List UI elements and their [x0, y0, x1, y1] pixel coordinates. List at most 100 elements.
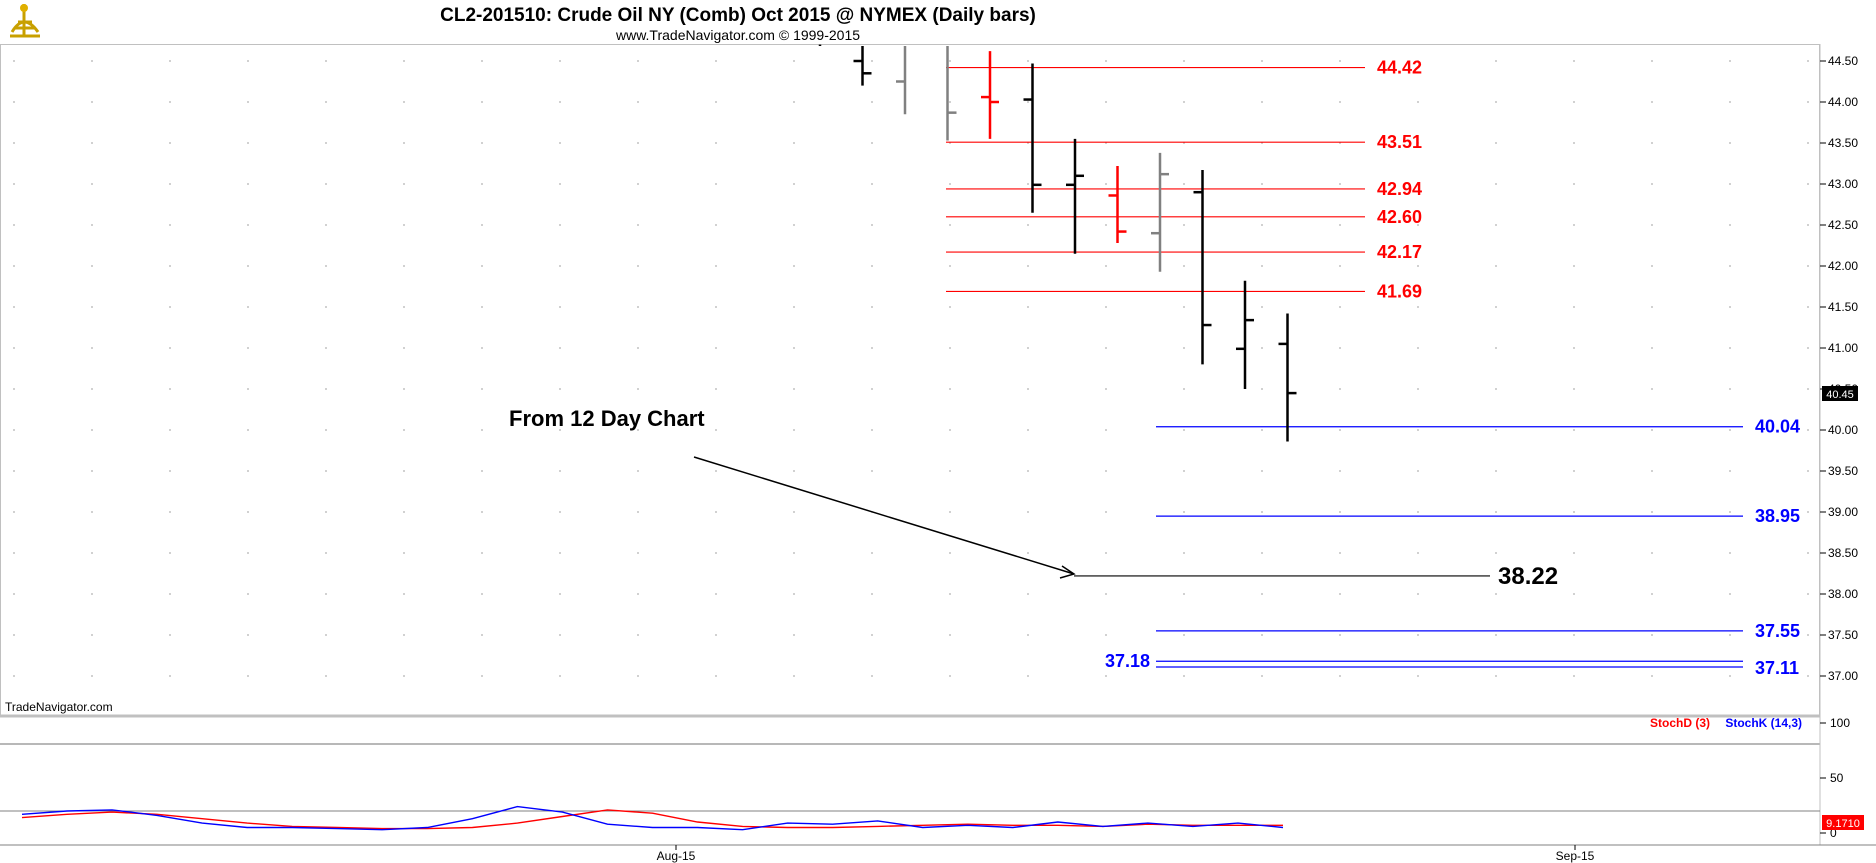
- grid-dot: [715, 60, 717, 62]
- grid-dot: [1573, 183, 1575, 185]
- grid-dot: [793, 675, 795, 677]
- grid-dot: [91, 142, 93, 144]
- grid-dot: [325, 142, 327, 144]
- grid-dot: [559, 388, 561, 390]
- grid-dot: [1807, 60, 1809, 62]
- grid-dot: [247, 511, 249, 513]
- grid-dot: [637, 552, 639, 554]
- grid-dot: [1417, 511, 1419, 513]
- grid-dot: [1651, 347, 1653, 349]
- level-label: 42.94: [1377, 179, 1422, 199]
- grid-dot: [1261, 306, 1263, 308]
- grid-dot: [325, 634, 327, 636]
- grid-dot: [1729, 60, 1731, 62]
- grid-dot: [1807, 265, 1809, 267]
- grid-dot: [1807, 347, 1809, 349]
- grid-dot: [1027, 60, 1029, 62]
- grid-dot: [1339, 470, 1341, 472]
- grid-dot: [637, 224, 639, 226]
- grid-dot: [871, 675, 873, 677]
- y-tick-label: 41.50: [1828, 300, 1858, 314]
- grid-dot: [1261, 675, 1263, 677]
- grid-dot: [1729, 634, 1731, 636]
- grid-dot: [1261, 552, 1263, 554]
- grid-dot: [715, 634, 717, 636]
- grid-dot: [1339, 511, 1341, 513]
- grid-dot: [91, 347, 93, 349]
- annotation-arrow: [693, 456, 1076, 579]
- level-label: 38.95: [1755, 506, 1800, 526]
- grid-dot: [13, 60, 15, 62]
- grid-dot: [949, 347, 951, 349]
- grid-dot: [403, 470, 405, 472]
- grid-dot: [1417, 388, 1419, 390]
- grid-dot: [715, 265, 717, 267]
- grid-dot: [481, 593, 483, 595]
- grid-dot: [637, 470, 639, 472]
- grid-dot: [1183, 101, 1185, 103]
- y-tick-label: 44.50: [1828, 54, 1858, 68]
- grid-dot: [1339, 429, 1341, 431]
- grid-dot: [1261, 388, 1263, 390]
- grid-dot: [1339, 593, 1341, 595]
- grid-dot: [1729, 675, 1731, 677]
- grid-dot: [871, 347, 873, 349]
- grid-dot: [1105, 470, 1107, 472]
- grid-dot: [1105, 511, 1107, 513]
- grid-dot: [1495, 593, 1497, 595]
- level-label: 42.17: [1377, 242, 1422, 262]
- grid-dot: [325, 388, 327, 390]
- y-tick-label: 38.00: [1828, 587, 1858, 601]
- grid-dot: [871, 388, 873, 390]
- grid-dot: [1573, 552, 1575, 554]
- grid-dot: [169, 306, 171, 308]
- ohlc-bar: [853, 46, 872, 86]
- grid-dot: [793, 511, 795, 513]
- grid-dot: [1573, 675, 1575, 677]
- grid-dot: [325, 347, 327, 349]
- grid-dot: [1105, 552, 1107, 554]
- grid-dot: [1651, 101, 1653, 103]
- grid-dot: [1417, 634, 1419, 636]
- grid-dot: [169, 60, 171, 62]
- grid-dot: [1495, 552, 1497, 554]
- ohlc-bar: [1236, 280, 1254, 389]
- grid-dot: [949, 306, 951, 308]
- grid-dot: [325, 224, 327, 226]
- grid-dot: [1027, 101, 1029, 103]
- grid-dot: [1417, 347, 1419, 349]
- grid-dot: [715, 142, 717, 144]
- grid-dot: [1105, 183, 1107, 185]
- grid-dot: [325, 265, 327, 267]
- grid-dot: [637, 60, 639, 62]
- grid-dot: [1261, 101, 1263, 103]
- grid-dot: [325, 511, 327, 513]
- grid-dot: [1027, 593, 1029, 595]
- svg-text:9.1710: 9.1710: [1826, 818, 1860, 830]
- grid-dot: [403, 634, 405, 636]
- grid-dot: [1261, 224, 1263, 226]
- grid-dot: [559, 142, 561, 144]
- grid-dot: [247, 224, 249, 226]
- grid-dot: [1651, 265, 1653, 267]
- grid-dot: [247, 675, 249, 677]
- grid-dot: [481, 552, 483, 554]
- grid-dot: [247, 429, 249, 431]
- grid-dot: [559, 429, 561, 431]
- grid-dot: [403, 429, 405, 431]
- grid-dot: [559, 183, 561, 185]
- grid-dot: [793, 265, 795, 267]
- level-label: 44.42: [1377, 58, 1422, 78]
- grid-dot: [247, 183, 249, 185]
- ohlc-bar: [981, 51, 999, 139]
- ohlc-bar: [1108, 165, 1127, 244]
- y-tick-label: 39.50: [1828, 464, 1858, 478]
- grid-dot: [481, 675, 483, 677]
- level-label: 42.60: [1377, 207, 1422, 227]
- grid-dot: [949, 101, 951, 103]
- grid-dot: [715, 593, 717, 595]
- grid-dot: [91, 183, 93, 185]
- stoch-series-line: [21, 805, 1284, 831]
- sextant-logo-icon[interactable]: [10, 4, 40, 38]
- grid-dot: [1261, 470, 1263, 472]
